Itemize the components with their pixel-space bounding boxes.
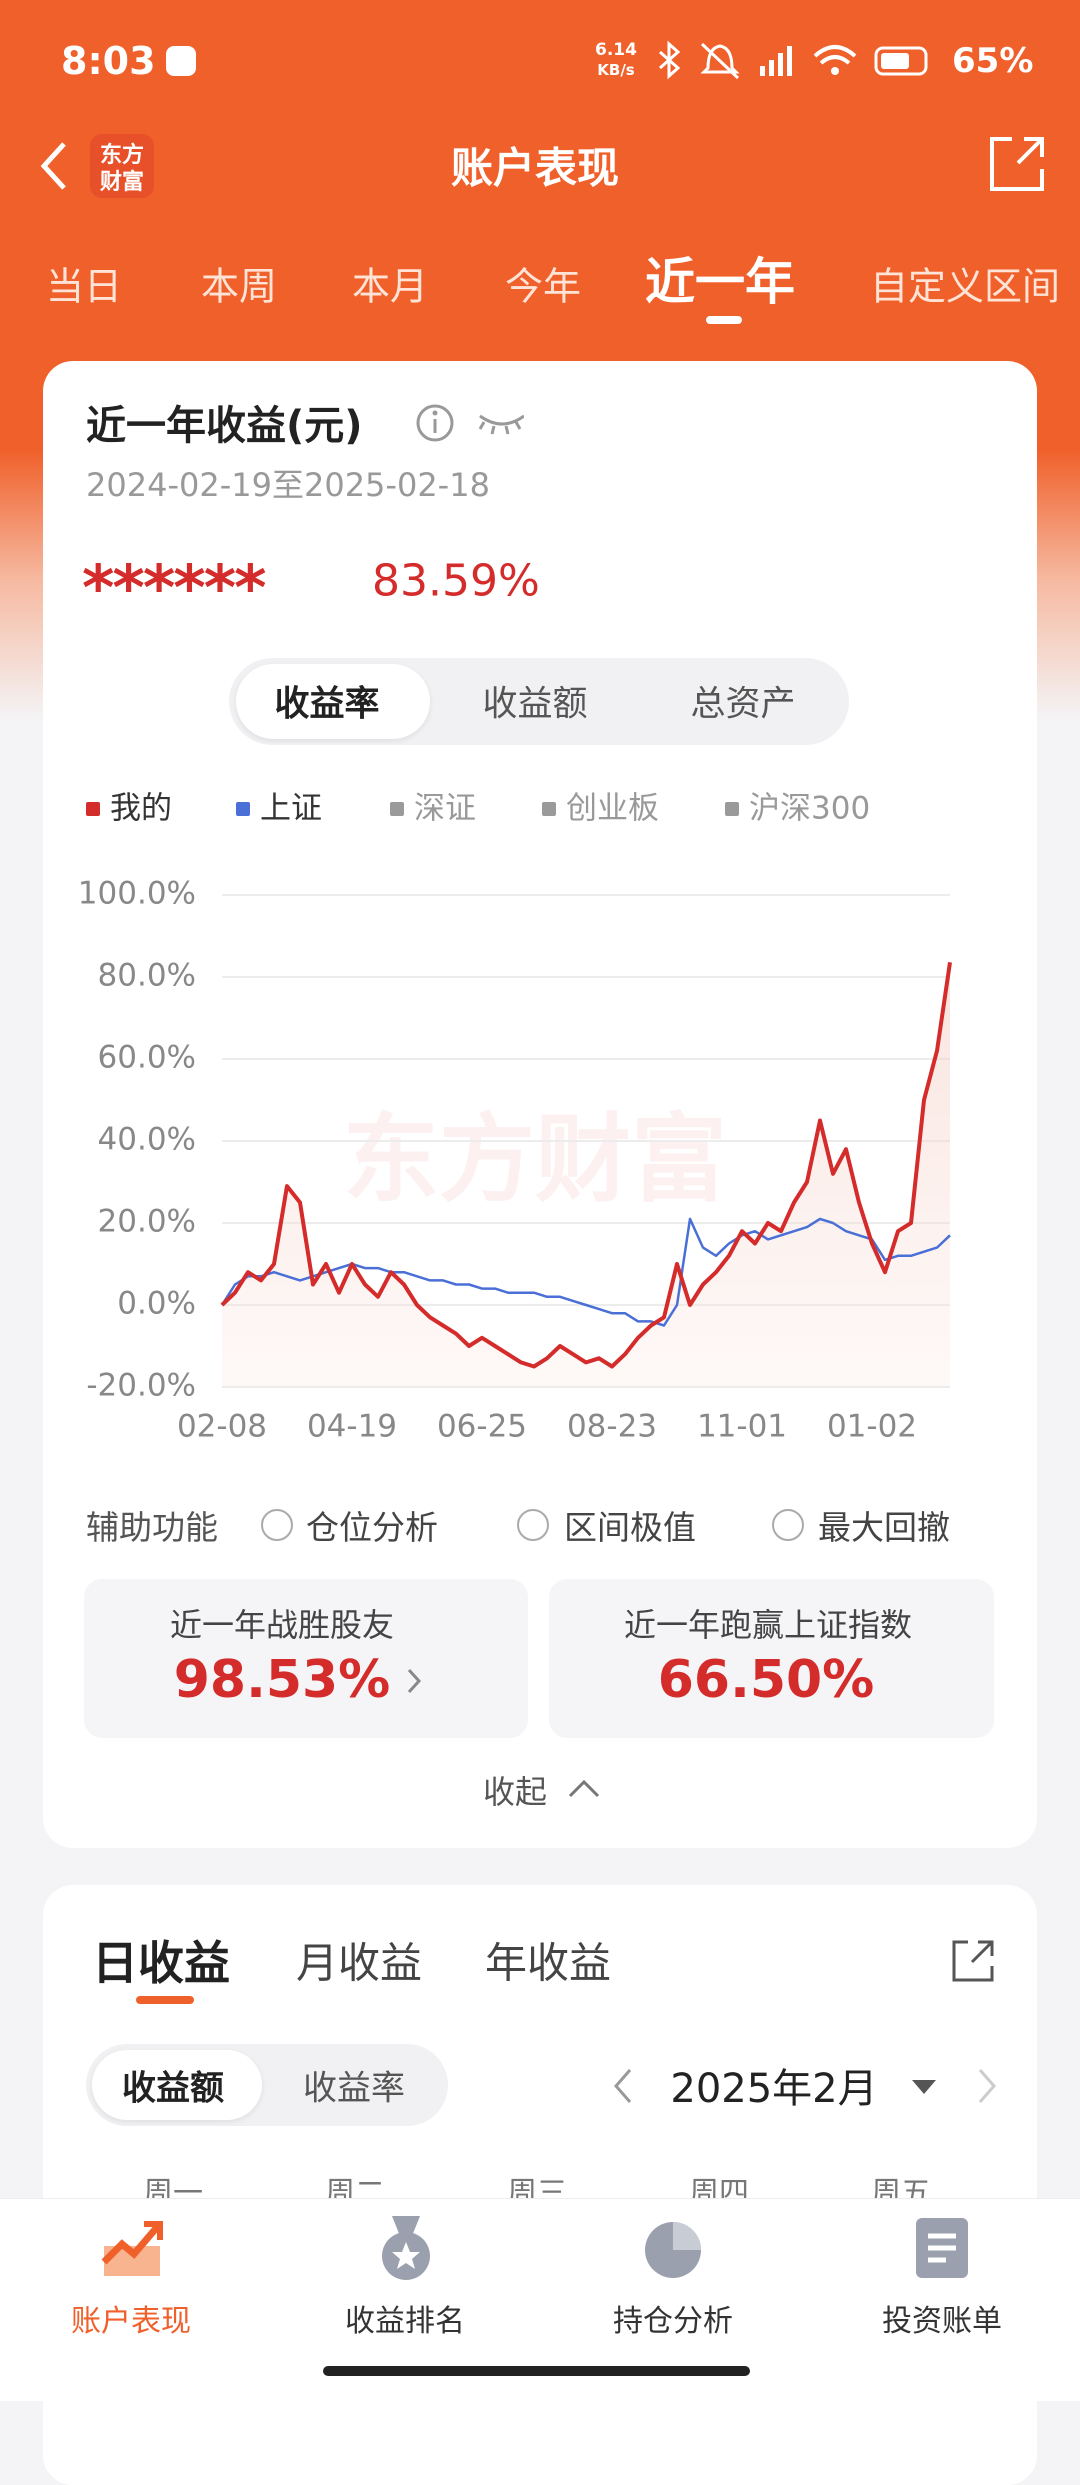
summary-title: 近一年收益(元) <box>86 403 363 449</box>
x-tick-label: 01-02 <box>827 1409 917 1445</box>
collapse-arrow <box>568 1779 600 1798</box>
nav-label[interactable]: 投资账单 <box>882 2304 1002 2339</box>
tool-option[interactable]: 区间极值 <box>564 1508 696 1547</box>
month-dropdown[interactable] <box>910 2076 938 2096</box>
legend-swatch <box>236 802 250 816</box>
nav-icon <box>645 2222 701 2278</box>
mode-tab-active[interactable]: 收益额 <box>122 2068 224 2109</box>
y-tick-label: 60.0% <box>98 1040 196 1076</box>
area <box>222 962 950 1387</box>
x-tick-label: 11-01 <box>697 1409 787 1445</box>
metric-tab-highlight <box>236 664 430 739</box>
battery-level: 65% <box>952 41 1034 81</box>
logo-text: 东方 <box>99 143 145 168</box>
net-speed: 6.14 <box>595 40 637 60</box>
line <box>220 1217 951 1327</box>
stat-value: 66.50% <box>657 1650 875 1710</box>
earnings-tab[interactable]: 年收益 <box>484 1938 612 1988</box>
tool-option[interactable]: 仓位分析 <box>306 1508 438 1547</box>
legend-label[interactable]: 上证 <box>260 791 322 827</box>
nav-icon <box>101 2221 163 2276</box>
x-tick-label: 04-19 <box>307 1409 397 1445</box>
legend-label[interactable]: 深证 <box>414 791 476 827</box>
radio[interactable] <box>261 1509 293 1541</box>
nav-label[interactable]: 持仓分析 <box>613 2304 733 2339</box>
page-title: 账户表现 <box>450 143 620 193</box>
mode-tab[interactable]: 收益率 <box>303 2068 405 2109</box>
legend-label[interactable]: 创业板 <box>566 791 659 827</box>
period-tab[interactable]: 自定义区间 <box>870 264 1061 309</box>
nav-label-active[interactable]: 账户表现 <box>71 2304 191 2339</box>
month-picker[interactable]: 2025年2月 <box>670 2066 878 2112</box>
x-tick-label: 02-08 <box>177 1409 267 1445</box>
home-indicator <box>323 2366 750 2376</box>
period-tab[interactable]: 本月 <box>351 264 429 309</box>
status-icons <box>659 40 928 80</box>
period-tab[interactable]: 本周 <box>200 264 278 309</box>
earnings-tab-indicator <box>136 1996 194 2004</box>
return-rate: 83.59% <box>372 555 540 607</box>
net-unit: KB/s <box>597 61 635 79</box>
prev-month[interactable] <box>608 2066 638 2106</box>
earnings-tab-active[interactable]: 日收益 <box>92 1936 230 1990</box>
return-chart: 东方财富 我的 上证 深证 创业板 沪深300 100.0% 80.0% 60.0% 40.0%… <box>78 791 952 1445</box>
nav-icon <box>382 2216 430 2280</box>
stat-value: 98.53% <box>173 1650 391 1710</box>
y-tick-label: 100.0% <box>78 876 196 912</box>
chevron <box>407 1668 422 1694</box>
earnings-share[interactable] <box>950 1938 996 1984</box>
masked-amount: ****** <box>82 551 267 625</box>
period-tab[interactable]: 当日 <box>45 264 123 309</box>
legend-label[interactable]: 我的 <box>110 791 172 827</box>
notification-icon <box>166 46 196 76</box>
status-time: 8:03 <box>61 39 156 83</box>
x-tick-label: 08-23 <box>567 1409 657 1445</box>
legend-swatch <box>542 802 556 816</box>
metric-tab-active[interactable]: 收益率 <box>274 684 380 725</box>
tools-label: 辅助功能 <box>86 1508 218 1547</box>
next-month[interactable] <box>972 2066 1002 2106</box>
stat-box[interactable] <box>84 1579 528 1738</box>
metric-tab[interactable]: 总资产 <box>690 684 796 725</box>
legend-swatch <box>725 802 739 816</box>
y-tick-label: -20.0% <box>86 1368 196 1404</box>
y-tick-label: 0.0% <box>117 1286 196 1322</box>
summary-icons[interactable] <box>414 402 524 444</box>
tab-indicator <box>706 316 742 324</box>
period-tab-active[interactable]: 近一年 <box>645 253 795 311</box>
logo <box>90 134 154 198</box>
period-tab[interactable]: 今年 <box>504 264 582 309</box>
radio[interactable] <box>772 1509 804 1541</box>
x-tick-label: 06-25 <box>437 1409 527 1445</box>
y-tick-label: 20.0% <box>98 1204 196 1240</box>
date-range: 2024-02-19至2025-02-18 <box>86 466 490 504</box>
legend-swatch <box>86 802 100 816</box>
stat-box <box>549 1579 994 1738</box>
collapse-button[interactable]: 收起 <box>482 1773 548 1811</box>
mode-tab-highlight <box>92 2050 262 2120</box>
logo-text: 财富 <box>99 170 145 195</box>
nav-label[interactable]: 收益排名 <box>345 2304 465 2339</box>
legend-label[interactable]: 沪深300 <box>749 791 870 827</box>
y-tick-label: 40.0% <box>98 1122 196 1158</box>
stat-label: 近一年跑赢上证指数 <box>623 1606 913 1644</box>
y-tick-label: 80.0% <box>98 958 196 994</box>
stat-label: 近一年战胜股友 <box>169 1606 395 1644</box>
back-button[interactable] <box>34 138 74 194</box>
line <box>220 962 952 1369</box>
tool-option[interactable]: 最大回撤 <box>818 1508 950 1547</box>
nav-icon <box>916 2218 968 2278</box>
legend-swatch <box>390 802 404 816</box>
radio[interactable] <box>517 1509 549 1541</box>
metric-tab[interactable]: 收益额 <box>482 684 588 725</box>
earnings-tab[interactable]: 月收益 <box>295 1938 423 1988</box>
share-button[interactable] <box>988 135 1048 195</box>
watermark: 东方财富 <box>343 1103 727 1215</box>
